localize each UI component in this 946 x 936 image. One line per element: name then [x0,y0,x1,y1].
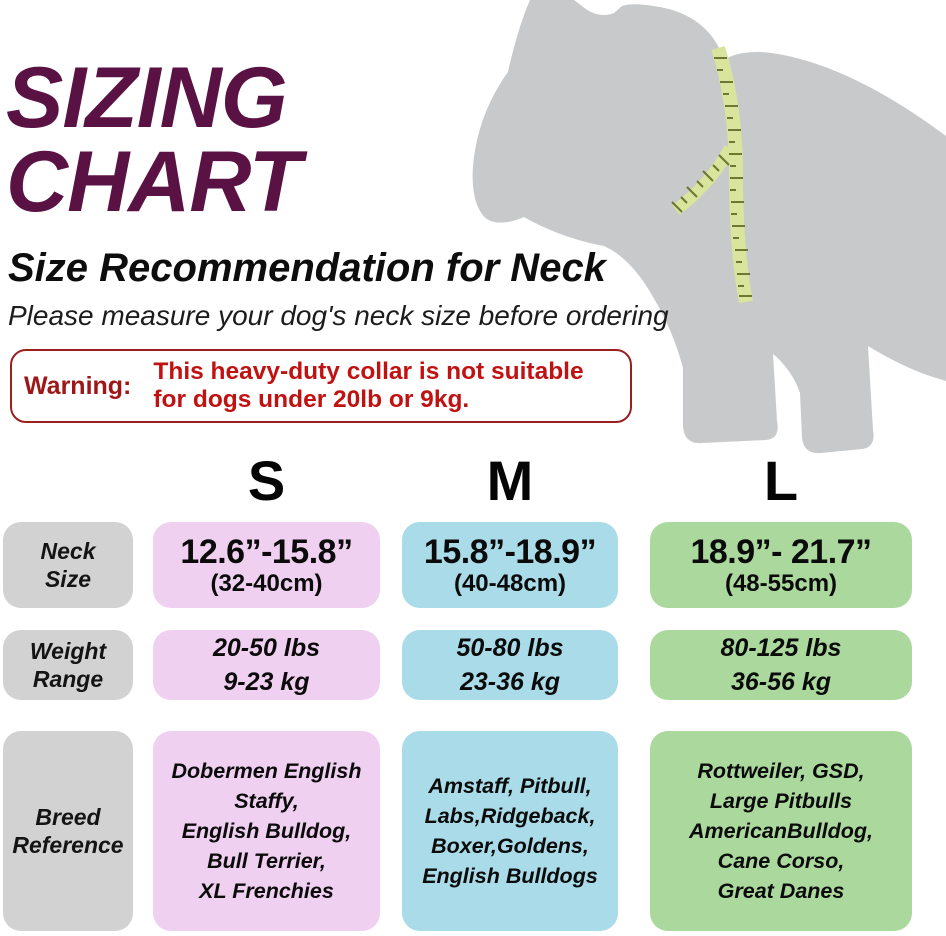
breed-line: Bull Terrier, [207,849,326,873]
row-header-line: Size [44,566,91,592]
row-header-breed-reference: Breed Reference [3,731,133,931]
row-header-line: Weight [29,638,107,664]
breed-cell-l: Rottweiler, GSD, Large Pitbulls American… [650,731,912,931]
breed-line: Labs,Ridgeback, [424,804,596,828]
dog-silhouette [472,0,946,454]
warning-label: Warning: [24,371,132,400]
breed-line: English Bulldogs [422,864,598,888]
weight-cell-l: 80-125 lbs 36-56 kg [650,630,912,700]
breed-line: English Bulldog, [181,819,352,843]
row-header-line: Range [32,666,104,692]
row-header-line: Breed [35,804,101,830]
warning-message: This heavy-duty collar is not suitable f… [153,358,583,414]
breed-cell-m: Amstaff, Pitbull, Labs,Ridgeback, Boxer,… [402,731,618,931]
warning-box: Warning: This heavy-duty collar is not s… [10,349,632,423]
column-header-s: S [247,449,286,512]
subtitle: Size Recommendation for Neck [8,246,606,290]
breed-line: Large Pitbulls [709,789,853,813]
measure-instruction: Please measure your dog's neck size befo… [8,300,669,331]
page-title-line1: SIZING [6,50,288,146]
breed-line: Staffy, [234,789,299,813]
neck-size-metric: (32-40cm) [210,570,323,597]
weight-cell-s: 20-50 lbs 9-23 kg [153,630,380,700]
neck-size-cell-s: 12.6”-15.8” (32-40cm) [153,522,380,608]
breed-line: Rottweiler, GSD, [697,759,865,783]
tape-tick-marks [671,57,752,297]
weight-lbs: 20-50 lbs [212,634,320,662]
breed-line: Great Danes [717,879,845,903]
neck-size-cell-m: 15.8”-18.9” (40-48cm) [402,522,618,608]
dog-silhouette-with-measuring-tape-icon [472,0,946,454]
warning-message-line1: This heavy-duty collar is not suitable [153,358,584,385]
weight-kg: 36-56 kg [730,668,832,696]
weight-kg: 9-23 kg [223,668,310,696]
weight-cell-m: 50-80 lbs 23-36 kg [402,630,618,700]
measuring-tape-icon [672,45,753,304]
dog-graphic-area [440,0,946,460]
breed-line: XL Frenchies [199,879,334,903]
breed-cell-s: Dobermen English Staffy, English Bulldog… [153,731,380,931]
weight-lbs: 50-80 lbs [456,634,564,662]
breed-line: Amstaff, Pitbull, [428,774,592,798]
breed-line: AmericanBulldog, [689,819,873,843]
neck-size-value: 15.8”-18.9” [423,533,597,571]
page-title: SIZING CHART [6,50,301,230]
weight-lbs: 80-125 lbs [720,634,842,662]
row-header-line: Neck [40,538,96,564]
breed-line: Dobermen English [171,759,362,783]
column-header-l: L [763,449,799,512]
neck-size-value: 12.6”-15.8” [180,533,353,571]
neck-size-cell-l: 18.9”- 21.7” (48-55cm) [650,522,912,608]
warning-message-line2: for dogs under 20lb or 9kg. [153,386,470,413]
neck-size-metric: (48-55cm) [724,570,838,597]
neck-size-metric: (40-48cm) [453,570,567,597]
breed-line: Cane Corso, [717,849,845,873]
page-title-line2: CHART [6,134,301,230]
column-header-m: M [486,449,534,512]
weight-kg: 23-36 kg [459,668,561,696]
row-header-weight-range: Weight Range [3,630,133,700]
row-header-neck-size: Neck Size [3,522,133,608]
row-header-line: Reference [12,832,124,858]
breed-line: Boxer,Goldens, [431,834,589,858]
neck-size-value: 18.9”- 21.7” [690,533,872,571]
